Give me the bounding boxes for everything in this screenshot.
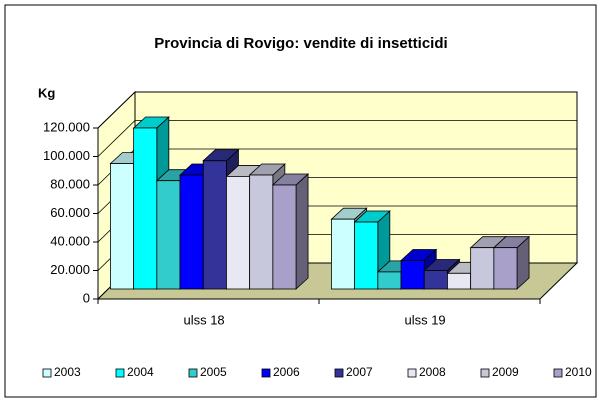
y-tick-label: 100.000	[43, 148, 90, 163]
bar-front	[249, 174, 274, 290]
bar-front	[156, 180, 181, 290]
y-tick-label: 60.000	[50, 205, 90, 220]
y-tick-label: 0	[83, 290, 90, 305]
legend-swatch	[261, 368, 271, 378]
bar-front	[493, 247, 518, 290]
legend-label: 2007	[346, 365, 373, 379]
bar	[271, 173, 310, 290]
legend-swatch	[115, 368, 125, 378]
y-axis-label: Kg	[38, 85, 55, 100]
bar-front	[226, 176, 251, 290]
y-tick-label: 120.000	[43, 119, 90, 134]
x-tick-label: ulss 19	[404, 312, 445, 327]
legend-swatch	[42, 368, 52, 378]
bar-front	[447, 272, 472, 290]
bar-front	[179, 174, 204, 290]
legend-label: 2005	[200, 365, 227, 379]
x-tick-label: ulss 18	[183, 312, 224, 327]
bar-front	[354, 221, 379, 290]
legend-label: 2004	[127, 365, 154, 379]
bar-front	[272, 184, 297, 290]
legend-swatch	[188, 368, 198, 378]
y-tick-label: 80.000	[50, 176, 90, 191]
grid-line	[97, 120, 577, 157]
bar-front	[377, 271, 402, 290]
y-tick-label: 20.000	[50, 262, 90, 277]
legend-label: 2010	[565, 365, 592, 379]
bar-front	[202, 160, 227, 290]
bar-front	[423, 270, 448, 290]
legend-label: 2009	[492, 365, 519, 379]
bar-front	[133, 127, 158, 290]
legend-swatch	[407, 368, 417, 378]
bar-side	[295, 173, 309, 290]
legend-swatch	[334, 368, 344, 378]
legend-swatch	[553, 368, 563, 378]
bar-front	[331, 218, 356, 290]
legend-label: 2006	[273, 365, 300, 379]
legend-label: 2003	[54, 365, 81, 379]
bar-front	[400, 260, 425, 290]
legend-swatch	[480, 368, 490, 378]
bar-front	[470, 247, 495, 290]
chart-title: Provincia di Rovigo: vendite di insettic…	[154, 35, 447, 52]
legend-label: 2008	[419, 365, 446, 379]
y-tick-label: 40.000	[50, 233, 90, 248]
bar-front	[110, 163, 135, 290]
grid-line	[97, 91, 577, 129]
bar	[492, 235, 531, 290]
